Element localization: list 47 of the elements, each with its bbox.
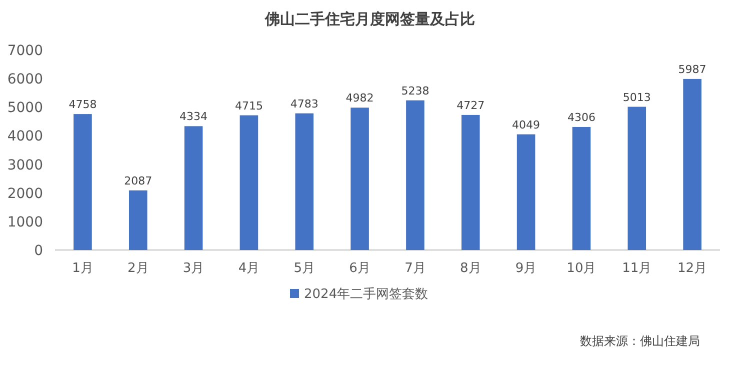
data-label: 4982: [346, 92, 374, 105]
data-label: 5013: [622, 90, 651, 104]
x-tick-label: 8月: [460, 261, 482, 276]
y-tick-label: 7000: [7, 43, 43, 59]
data-label: 4727: [456, 98, 485, 112]
bar: [683, 78, 702, 250]
x-tick-label: 2月: [127, 261, 149, 276]
data-label: 4049: [512, 118, 540, 132]
data-label: 2087: [124, 174, 152, 188]
bar: [350, 108, 369, 250]
bar: [516, 134, 536, 250]
x-tick-label: 11月: [622, 261, 652, 276]
x-tick-label: 5月: [294, 261, 316, 276]
data-label: 4758: [68, 98, 97, 112]
y-tick-label: 4000: [7, 128, 43, 145]
x-tick-label: 9月: [515, 261, 537, 276]
x-tick-label: 7月: [404, 261, 426, 276]
x-tick-label: 10月: [566, 261, 596, 276]
y-tick-label: 1000: [7, 214, 43, 230]
bar: [572, 126, 591, 250]
bar: [128, 190, 148, 250]
x-tick-label: 1月: [72, 261, 94, 276]
legend-label: 2024年二手网签套数: [304, 287, 428, 302]
data-label: 4306: [567, 110, 596, 124]
bar: [628, 106, 646, 250]
data-label: 5238: [401, 84, 430, 98]
x-tick-label: 4月: [238, 261, 260, 276]
data-label: 4783: [290, 97, 318, 110]
bar: [295, 113, 314, 250]
x-tick-label: 6月: [349, 261, 370, 276]
y-tick-label: 2000: [7, 186, 43, 202]
y-tick-label: 6000: [7, 72, 43, 88]
bar: [184, 126, 203, 250]
y-tick-label: 5000: [7, 100, 43, 116]
chart-title: 佛山二手住宅月度网签量及占比: [264, 10, 475, 28]
data-label: 4715: [234, 99, 263, 112]
y-tick-label: 3000: [7, 157, 43, 174]
bar: [406, 100, 424, 250]
data-label: 4334: [180, 110, 208, 124]
source-note: 数据来源：佛山住建局: [580, 334, 700, 348]
bar: [240, 115, 258, 250]
bar: [461, 114, 480, 250]
data-label: 5987: [678, 62, 706, 76]
x-tick-label: 3月: [182, 261, 204, 276]
bar: [74, 114, 92, 250]
y-tick-label: 0: [34, 243, 43, 259]
x-tick-label: 12月: [678, 261, 708, 276]
